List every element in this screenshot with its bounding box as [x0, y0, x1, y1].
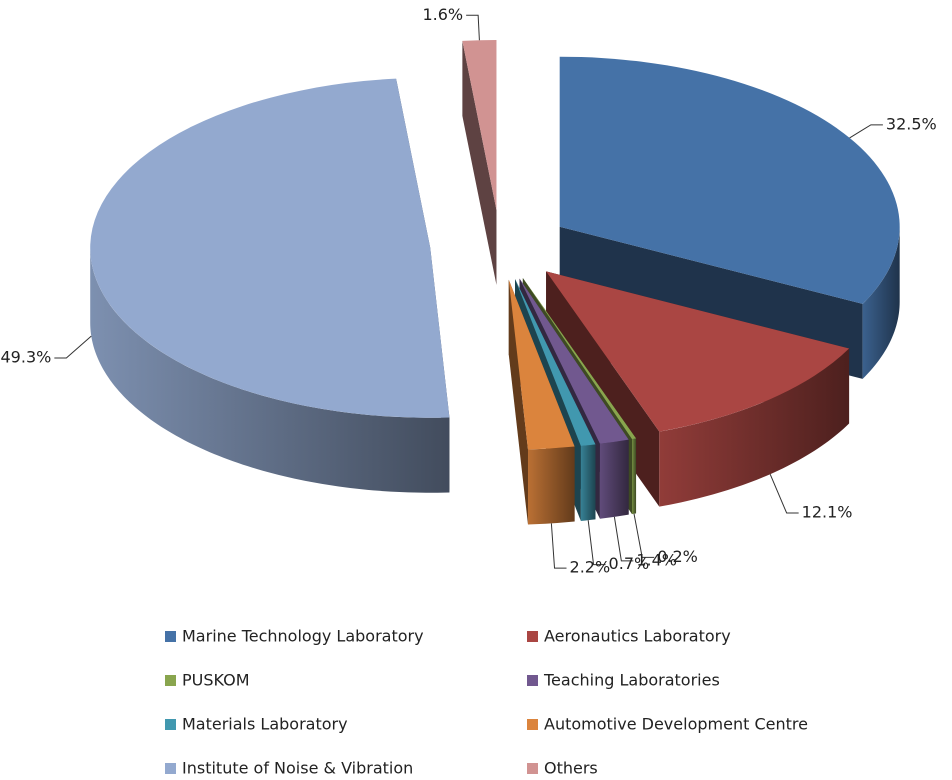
slice-top: [559, 56, 900, 304]
data-label: 1.4%: [636, 550, 677, 569]
slice-top: [90, 78, 450, 418]
leader-line: [849, 124, 883, 139]
legend-swatch: [527, 675, 538, 686]
leader-line: [613, 516, 634, 562]
data-label: 12.1%: [802, 503, 853, 522]
data-label: 2.2%: [570, 558, 611, 577]
slice-top: [522, 278, 637, 440]
legend-swatch: [527, 631, 538, 642]
legend-swatch: [165, 719, 176, 730]
legend-swatch: [527, 719, 538, 730]
leader-line: [633, 513, 655, 558]
data-label: 1.6%: [422, 5, 463, 24]
legend-swatch: [165, 675, 176, 686]
slice-top: [508, 279, 575, 450]
legend-label: Institute of Noise & Vibration: [182, 759, 413, 778]
legend-swatch: [165, 763, 176, 774]
slice: [508, 279, 575, 525]
legend-label: Materials Laboratory: [182, 715, 348, 734]
leader-line: [54, 335, 92, 359]
slice-top: [462, 40, 497, 211]
data-label: 0.2%: [657, 547, 698, 566]
legend-label: Others: [544, 759, 598, 778]
legend-label: Aeronautics Laboratory: [544, 627, 731, 646]
leader-line: [769, 474, 799, 514]
legend-label: Marine Technology Laboratory: [182, 627, 424, 646]
slice-wall: [862, 226, 900, 379]
slice-side: [508, 279, 528, 525]
data-label: 49.3%: [1, 348, 52, 367]
slice-wall: [580, 444, 596, 521]
slice-wall: [599, 439, 629, 519]
slice-wall: [659, 348, 850, 507]
slice-wall: [90, 247, 450, 493]
legend-swatch: [527, 763, 538, 774]
leader-line: [466, 14, 480, 41]
slice-side: [462, 40, 497, 286]
slice-wall: [632, 438, 637, 515]
slice: [90, 78, 450, 493]
slice: [462, 40, 497, 286]
leader-line: [587, 520, 606, 566]
legend-swatch: [165, 631, 176, 642]
data-label: 0.7%: [609, 554, 650, 573]
leader-line: [550, 523, 567, 569]
slice-wall: [527, 446, 575, 525]
slice-top: [519, 278, 629, 444]
slice-top: [546, 271, 850, 432]
legend-label: Teaching Laboratories: [543, 671, 720, 690]
legend-label: PUSKOM: [182, 671, 250, 690]
slice-top: [515, 279, 596, 446]
legend-label: Automotive Development Centre: [544, 715, 808, 734]
data-label: 32.5%: [886, 114, 937, 133]
